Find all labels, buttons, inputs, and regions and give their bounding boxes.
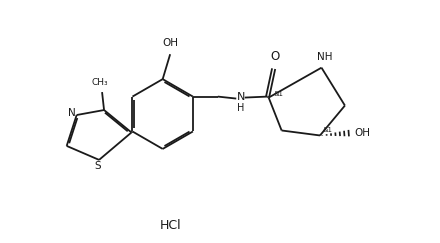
Text: O: O	[270, 50, 279, 63]
Text: CH₃: CH₃	[92, 78, 108, 87]
Text: N: N	[68, 108, 76, 118]
Text: N: N	[237, 92, 245, 102]
Text: OH: OH	[354, 128, 370, 138]
Text: S: S	[95, 161, 101, 171]
Text: NH: NH	[317, 52, 332, 62]
Text: HCl: HCl	[159, 219, 181, 232]
Text: &1: &1	[274, 91, 284, 96]
Text: OH: OH	[163, 38, 179, 48]
Text: H: H	[237, 103, 245, 113]
Text: &1: &1	[323, 128, 333, 133]
